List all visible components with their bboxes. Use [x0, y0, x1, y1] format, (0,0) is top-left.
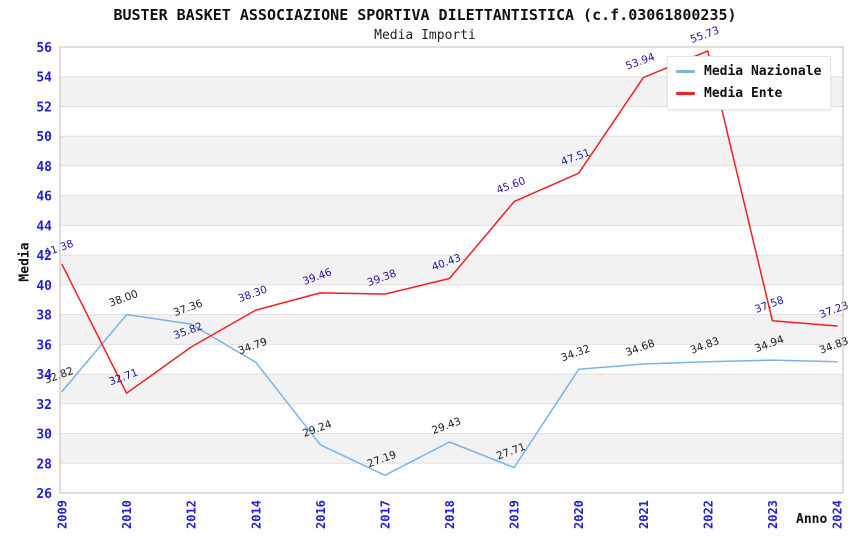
plot-band: [60, 284, 843, 315]
legend-label-media-ente: Media Ente: [704, 86, 783, 101]
legend-label-media-nazionale: Media Nazionale: [704, 64, 822, 79]
y-tick-label: 44: [36, 219, 52, 234]
plot-band: [60, 433, 843, 464]
y-tick-label: 38: [36, 309, 52, 324]
x-tick-label: 2014: [249, 500, 263, 529]
y-tick-label: 50: [36, 130, 52, 145]
x-axis-title: Anno: [796, 512, 828, 527]
y-tick-label: 40: [36, 279, 52, 294]
plot-band: [60, 136, 843, 166]
data-label: 55.73: [689, 24, 721, 46]
chart-subtitle: Media Importi: [374, 28, 476, 43]
plot-band: [60, 344, 843, 375]
legend-swatch-media-ente-icon: [676, 92, 695, 95]
y-tick-label: 42: [36, 249, 52, 264]
series-line-media-nazionale: [61, 313, 838, 477]
plot-band: [60, 374, 843, 404]
y-tick-label: 30: [36, 428, 52, 443]
x-tick-label: 2021: [637, 500, 651, 529]
y-tick-label: 48: [36, 160, 52, 175]
x-tick-label: 2020: [572, 500, 586, 529]
x-tick-label: 2010: [120, 500, 134, 529]
y-tick-label: 54: [36, 71, 52, 86]
plot-band: [60, 195, 843, 226]
plot-band: [60, 463, 843, 493]
y-tick-label: 52: [36, 100, 52, 115]
plot-band: [60, 106, 843, 137]
x-tick-label: 2024: [831, 500, 845, 529]
x-tick-label: 2018: [443, 500, 457, 529]
plot-band: [60, 403, 843, 434]
plot-border: [59, 46, 844, 494]
legend-item-media-nazionale: Media Nazionale: [676, 64, 824, 79]
legend-item-media-ente: Media Ente: [676, 86, 824, 101]
plot-band: [60, 165, 843, 196]
plot-band: [60, 255, 843, 285]
y-tick-label: 32: [36, 398, 52, 413]
x-tick-label: 2023: [766, 500, 780, 529]
x-tick-label: 2022: [701, 500, 715, 529]
y-tick-label: 28: [36, 457, 52, 472]
legend-swatch-media-nazionale-icon: [676, 70, 695, 73]
y-tick-label: 46: [36, 190, 52, 205]
series-line-media-ente: [61, 50, 838, 394]
y-axis-title: Media: [17, 242, 33, 282]
y-tick-label: 34: [36, 368, 52, 383]
chart-title: BUSTER BASKET ASSOCIAZIONE SPORTIVA DILE…: [113, 6, 737, 24]
plot-band: [60, 225, 843, 256]
y-tick-label: 26: [36, 487, 52, 502]
x-tick-label: 2017: [378, 500, 392, 529]
plot-band: [60, 314, 843, 345]
x-tick-label: 2009: [56, 500, 70, 529]
y-tick-label: 56: [36, 41, 52, 56]
x-tick-label: 2016: [314, 500, 328, 529]
legend: Media Nazionale Media Ente: [667, 56, 831, 110]
y-tick-label: 36: [36, 338, 52, 353]
x-tick-label: 2019: [508, 500, 522, 529]
x-tick-label: 2012: [185, 500, 199, 529]
